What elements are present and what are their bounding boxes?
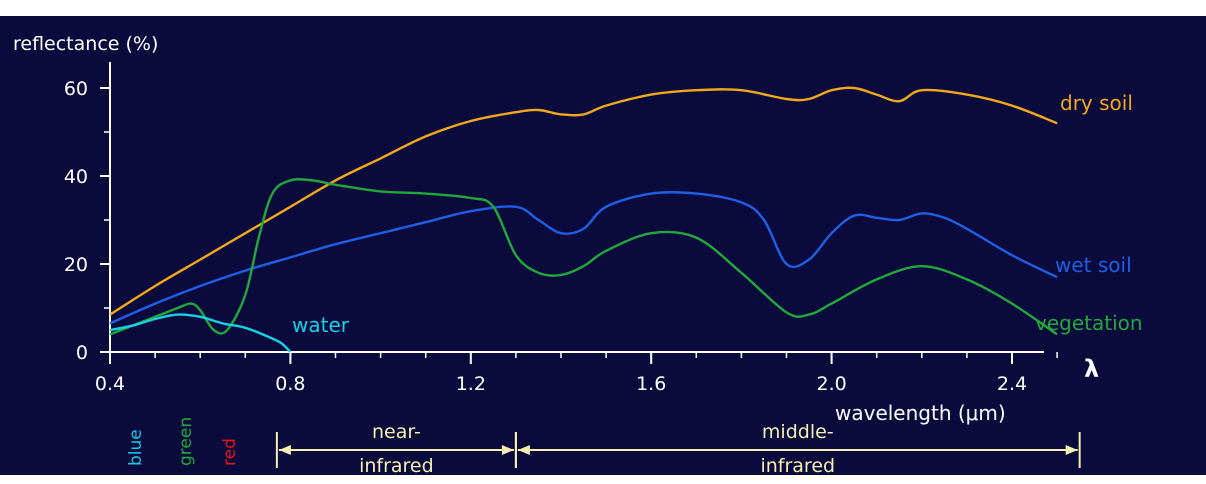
y-axis-label: reflectance (%) xyxy=(13,33,158,55)
ticks: 0 20 40 60 0.4 0.8 1.2 1.6 2.0 2.4 xyxy=(64,78,1058,395)
near-infrared-label-line1: near- xyxy=(372,421,421,443)
spectral-bands: blue green red xyxy=(126,417,240,466)
near-infrared-label-line2: infrared xyxy=(359,455,434,477)
middle-infrared-label-line1: middle- xyxy=(762,421,834,443)
x-tick-label: 0.4 xyxy=(95,373,125,395)
band-label-red: red xyxy=(220,438,240,466)
near-infrared-arrow-left xyxy=(278,445,291,455)
y-tick-label: 60 xyxy=(64,78,88,100)
x-tick-label: 2.0 xyxy=(816,373,846,395)
x-tick-label: 1.6 xyxy=(636,373,666,395)
series-label-vegetation: vegetation xyxy=(1035,311,1143,335)
series-label-dry-soil: dry soil xyxy=(1060,91,1133,115)
x-tick-label: 2.4 xyxy=(997,373,1027,395)
middle-infrared-arrow-left xyxy=(517,445,530,455)
series-label-water: water xyxy=(292,313,350,337)
middle-infrared-label-line2: infrared xyxy=(760,455,835,477)
middle-infrared-arrow-right xyxy=(1065,445,1078,455)
series-line-dry-soil xyxy=(109,86,1058,316)
lambda-symbol: λ xyxy=(1084,355,1099,383)
series-line-water xyxy=(109,313,292,353)
x-tick-label: 1.2 xyxy=(456,373,486,395)
chart-background xyxy=(0,16,1206,475)
near-infrared-arrow-right xyxy=(501,445,514,455)
axes xyxy=(100,62,1044,353)
band-label-green: green xyxy=(176,417,196,466)
y-tick-label: 20 xyxy=(64,254,88,276)
series-labels: dry soil wet soil vegetation water xyxy=(292,91,1143,337)
series-lines xyxy=(109,86,1058,353)
x-axis-label: wavelength (μm) xyxy=(835,401,1006,425)
band-label-blue: blue xyxy=(126,429,146,466)
series-line-vegetation xyxy=(109,178,1058,336)
y-tick-label: 0 xyxy=(76,342,88,364)
y-tick-label: 40 xyxy=(64,166,88,188)
series-line-wet-soil xyxy=(109,191,1058,325)
series-label-wet-soil: wet soil xyxy=(1055,253,1132,277)
infrared-regions: near-infrared middle-infrared xyxy=(275,421,1081,477)
x-tick-label: 0.8 xyxy=(275,373,305,395)
